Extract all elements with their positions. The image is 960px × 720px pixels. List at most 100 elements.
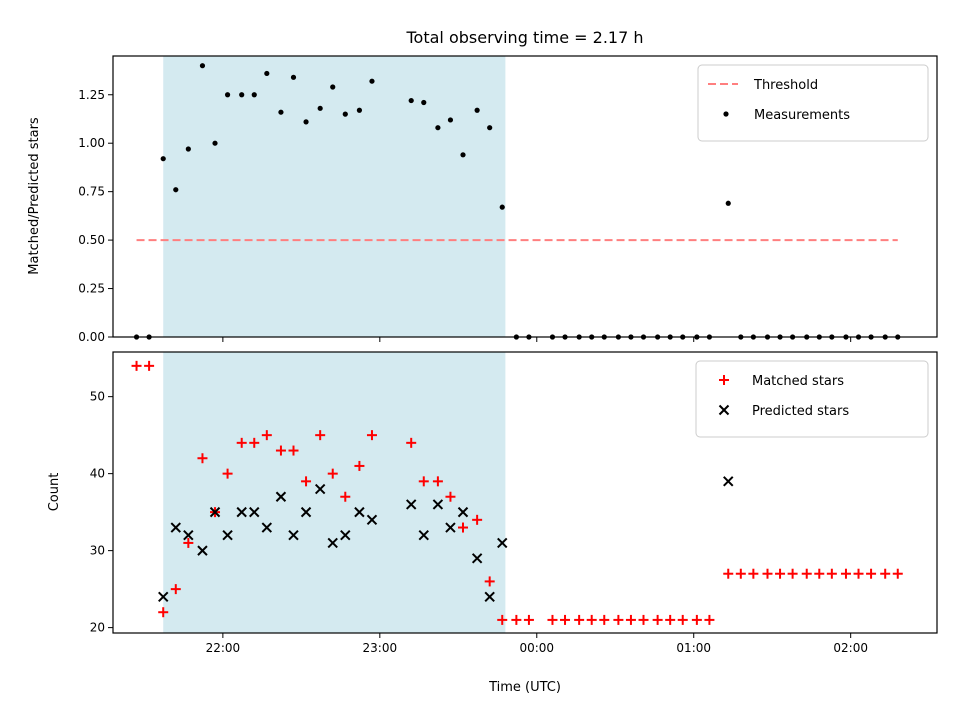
- point-matched-stars: [236, 437, 247, 448]
- point-matched-stars: [497, 614, 508, 625]
- y-tick-label: 30: [90, 544, 105, 558]
- point-matched-stars: [892, 568, 903, 579]
- point-matched-stars: [458, 522, 469, 533]
- point-matched-stars: [301, 476, 312, 487]
- point-matched-stars: [275, 445, 286, 456]
- point-matched-stars: [158, 607, 169, 618]
- point-measurements: [725, 200, 731, 206]
- point-predicted-stars: [445, 522, 456, 533]
- point-measurements: [264, 70, 270, 77]
- point-measurements: [224, 92, 231, 98]
- point-matched-stars: [599, 614, 610, 625]
- y-tick-label: 1.25: [78, 88, 105, 102]
- point-measurements: [487, 125, 493, 131]
- point-predicted-stars: [432, 499, 444, 510]
- point-matched-stars: [472, 514, 483, 525]
- bottom-panel: 20 30 40 50 22:00 23:00 00:00 01:00 02:00 Matched…: [90, 351, 938, 655]
- point-matched-stars: [762, 568, 773, 579]
- point-measurements: [160, 156, 166, 162]
- point-measurements: [435, 125, 441, 131]
- point-predicted-stars: [209, 506, 221, 518]
- top-panel: 0.00 0.25 0.50 0.75 1.00 1.25 Threshold Measure…: [78, 55, 938, 344]
- y-tick-label: 0.75: [78, 185, 105, 199]
- point-predicted-stars: [197, 545, 208, 556]
- plot-frame: [112, 351, 938, 634]
- legend-label: Measurements: [754, 108, 850, 123]
- y-tick-label: 0.00: [78, 330, 105, 344]
- point-matched-stars: [340, 491, 351, 502]
- point-matched-stars: [131, 360, 142, 371]
- y-tick-label: 50: [90, 390, 105, 404]
- legend-marker-icon: [718, 404, 730, 416]
- point-measurements: [408, 97, 414, 104]
- point-predicted-stars: [249, 506, 260, 518]
- observing-interval-shade: [163, 56, 506, 337]
- point-predicted-stars: [484, 591, 495, 603]
- point-predicted-stars: [354, 506, 365, 518]
- point-predicted-stars: [340, 530, 351, 541]
- y-tick-label: 0.50: [78, 233, 105, 247]
- point-measurements: [330, 84, 336, 90]
- point-measurements: [342, 111, 348, 117]
- point-matched-stars: [625, 614, 636, 625]
- observing-interval-shade: [163, 352, 506, 633]
- point-predicted-stars: [300, 506, 312, 518]
- point-predicted-stars: [327, 537, 338, 549]
- plot-frame: [112, 55, 938, 338]
- point-measurements: [173, 187, 179, 193]
- point-matched-stars: [613, 614, 624, 625]
- point-matched-stars: [677, 614, 688, 625]
- point-measurements: [199, 63, 206, 69]
- point-predicted-stars: [314, 483, 326, 495]
- point-measurements: [212, 140, 218, 146]
- point-matched-stars: [586, 614, 597, 625]
- x-axis-label: Time (UTC): [488, 680, 561, 695]
- point-matched-stars: [406, 437, 417, 448]
- point-matched-stars: [652, 614, 663, 625]
- point-matched-stars: [327, 468, 338, 479]
- point-matched-stars: [183, 537, 194, 548]
- point-predicted-stars: [275, 491, 287, 502]
- point-measurements: [369, 78, 375, 84]
- point-matched-stars: [775, 568, 786, 579]
- point-predicted-stars: [497, 537, 508, 549]
- legend-box: [695, 360, 929, 438]
- bottom-y-axis-label: Count: [47, 473, 62, 512]
- point-matched-stars: [665, 614, 676, 625]
- point-matched-stars: [691, 614, 702, 625]
- point-measurements: [290, 74, 297, 80]
- point-predicted-stars: [366, 514, 378, 526]
- point-predicted-stars: [288, 530, 299, 541]
- top-y-axis-label: Matched/Predicted stars: [27, 117, 42, 275]
- legend-label: Threshold: [753, 78, 818, 93]
- point-matched-stars: [445, 491, 456, 502]
- point-measurements: [317, 105, 323, 111]
- point-matched-stars: [144, 360, 155, 371]
- point-matched-stars: [840, 568, 851, 579]
- x-tick-label: 01:00: [676, 641, 711, 655]
- point-matched-stars: [723, 568, 734, 579]
- x-tick-label: 02:00: [833, 641, 868, 655]
- point-matched-stars: [735, 568, 746, 579]
- point-matched-stars: [547, 614, 558, 625]
- point-matched-stars: [574, 614, 585, 625]
- x-tick-label: 00:00: [519, 641, 554, 655]
- point-matched-stars: [511, 614, 522, 625]
- point-measurements: [460, 152, 466, 158]
- legend: Threshold Measurements: [697, 64, 929, 142]
- legend: Matched stars Predicted stars: [695, 360, 929, 438]
- y-tick-label: 0.25: [78, 282, 105, 296]
- point-matched-stars: [354, 460, 365, 471]
- point-matched-stars: [288, 445, 299, 456]
- legend-label: Matched stars: [752, 374, 844, 389]
- point-predicted-stars: [406, 499, 417, 510]
- point-matched-stars: [814, 568, 825, 579]
- point-matched-stars: [866, 568, 877, 579]
- point-matched-stars: [222, 468, 233, 479]
- point-matched-stars: [170, 584, 181, 595]
- point-measurements: [356, 107, 363, 113]
- point-matched-stars: [315, 430, 326, 441]
- chart-title: Total observing time = 2.17 h: [405, 28, 643, 47]
- point-matched-stars: [523, 614, 534, 625]
